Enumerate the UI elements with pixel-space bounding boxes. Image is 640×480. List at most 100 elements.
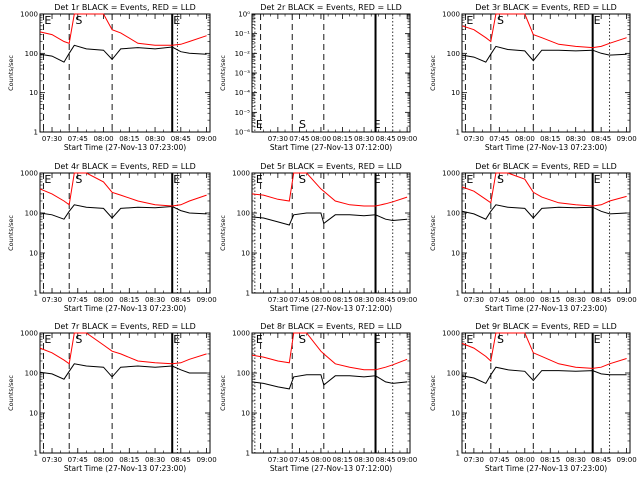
y-tick-label: 100 — [447, 50, 460, 58]
y-tick-label: 1 — [34, 450, 38, 458]
y-tick-label: 10⁰ — [238, 11, 250, 19]
series-lld-line — [39, 332, 207, 365]
y-tick-label: 1000 — [20, 11, 38, 19]
x-tick-label: 08:30 — [566, 296, 586, 304]
y-tick-label: 100 — [447, 210, 460, 218]
y-tick-label: 100 — [237, 210, 250, 218]
chart-panel-5: Det 5r BLACK = Events, RED = LLD 1 10 100 10… — [219, 162, 417, 313]
y-tick-label: 1 — [34, 129, 38, 137]
chart-title: Det 4r BLACK = Events, RED = LLD — [54, 162, 196, 171]
y-axis-label: Counts/sec — [429, 55, 437, 91]
series-lld-line — [461, 13, 627, 49]
x-tick-label: 07:45 — [489, 456, 509, 464]
y-tick-label: 10 — [29, 250, 38, 258]
x-tick-label: 08:00 — [311, 456, 331, 464]
y-axis-label: Counts/sec — [7, 375, 15, 411]
x-tick-label: 07:45 — [489, 296, 509, 304]
plot-frame — [251, 332, 411, 454]
y-tick-label: 1000 — [442, 11, 460, 19]
marker-S: S — [299, 333, 306, 346]
x-tick-label: 07:30 — [464, 296, 484, 304]
y-tick-label: 10 — [451, 410, 460, 418]
x-tick-label: 08:15 — [332, 135, 352, 143]
chart-panel-9: Det 9r BLACK = Events, RED = LLD 1 10 100 10… — [429, 322, 637, 473]
y-tick-label: 10⁻⁵ — [235, 109, 251, 117]
plot-frame — [39, 332, 211, 454]
marker-S: S — [75, 14, 82, 27]
x-tick-label: 08:30 — [566, 456, 586, 464]
series-events-line — [251, 374, 408, 390]
y-tick-label: 1 — [456, 290, 460, 298]
y-tick-label: 10 — [241, 250, 250, 258]
marker-E-start: E — [256, 333, 263, 346]
x-tick-label: 08:15 — [119, 135, 139, 143]
y-tick-label: 100 — [25, 370, 38, 378]
x-tick-label: 09:00 — [397, 135, 417, 143]
x-tick-label: 07:45 — [489, 135, 509, 143]
chart-panel-1: Det 1r BLACK = Events, RED = LLD 1 10 100 10… — [7, 3, 217, 152]
x-tick-label: 07:45 — [68, 296, 88, 304]
x-tick-label: 07:45 — [289, 135, 309, 143]
chart-title: Det 1r BLACK = Events, RED = LLD — [54, 3, 196, 12]
y-tick-label: 10⁻³ — [235, 70, 251, 78]
y-tick-label: 10⁻¹ — [235, 30, 251, 38]
marker-E-end: E — [173, 14, 180, 27]
chart-title: Det 5r BLACK = Events, RED = LLD — [260, 162, 402, 171]
x-tick-label: 08:45 — [591, 135, 611, 143]
x-tick-label: 08:30 — [145, 296, 165, 304]
chart-title: Det 7r BLACK = Events, RED = LLD — [54, 322, 196, 331]
marker-E-start: E — [44, 333, 51, 346]
plot-frame — [461, 172, 631, 294]
x-axis-label: Start Time (27-Nov-13 07:23:00) — [485, 304, 607, 313]
series-events-line — [461, 204, 627, 220]
x-tick-label: 07:30 — [268, 135, 288, 143]
x-axis-label: Start Time (27-Nov-13 07:23:00) — [485, 464, 607, 473]
y-tick-label: 10 — [29, 410, 38, 418]
chart-panel-7: Det 7r BLACK = Events, RED = LLD 1 10 100 10… — [7, 322, 217, 473]
y-tick-label: 10 — [29, 89, 38, 97]
series-events-line — [39, 363, 207, 380]
series-events-line — [39, 204, 207, 220]
marker-S: S — [299, 173, 306, 186]
y-tick-label: 10⁻⁴ — [235, 89, 251, 97]
y-tick-label: 1 — [456, 129, 460, 137]
x-tick-label: 09:00 — [617, 456, 637, 464]
chart-panel-4: Det 4r BLACK = Events, RED = LLD 1 10 100 10… — [7, 162, 217, 313]
x-axis-label: Start Time (27-Nov-13 07:12:00) — [270, 143, 392, 152]
y-tick-label: 1 — [34, 290, 38, 298]
series-events-line — [251, 212, 408, 226]
x-tick-label: 08:30 — [145, 135, 165, 143]
y-tick-label: 100 — [25, 50, 38, 58]
x-tick-label: 08:15 — [540, 135, 560, 143]
x-tick-label: 09:00 — [397, 296, 417, 304]
x-tick-label: 09:00 — [617, 296, 637, 304]
y-axis-label: Counts/sec — [429, 375, 437, 411]
y-tick-label: 10⁻² — [235, 50, 251, 58]
x-axis-label: Start Time (27-Nov-13 07:23:00) — [485, 143, 607, 152]
x-tick-label: 07:30 — [268, 456, 288, 464]
x-tick-label: 07:45 — [68, 135, 88, 143]
chart-title: Det 3r BLACK = Events, RED = LLD — [475, 3, 617, 12]
y-axis-label: Counts/sec — [219, 375, 227, 411]
y-tick-label: 1000 — [232, 330, 250, 338]
series-lld-line — [461, 172, 627, 207]
x-tick-label: 08:00 — [93, 456, 113, 464]
chart-title: Det 6r BLACK = Events, RED = LLD — [475, 162, 617, 171]
y-tick-label: 1000 — [20, 170, 38, 178]
x-tick-label: 08:30 — [354, 456, 374, 464]
marker-E-end: E — [594, 333, 601, 346]
y-tick-label: 100 — [447, 370, 460, 378]
y-tick-label: 1 — [246, 290, 250, 298]
x-tick-label: 08:45 — [171, 296, 191, 304]
marker-S: S — [497, 173, 504, 186]
y-tick-label: 10⁻⁶ — [235, 129, 251, 137]
marker-E-start: E — [256, 118, 263, 131]
marker-E-end: E — [173, 333, 180, 346]
series-lld-line — [251, 172, 408, 207]
x-tick-label: 08:15 — [332, 296, 352, 304]
series-lld-line — [39, 172, 207, 207]
x-tick-label: 08:00 — [311, 296, 331, 304]
y-tick-label: 1000 — [232, 170, 250, 178]
y-tick-label: 1000 — [442, 170, 460, 178]
